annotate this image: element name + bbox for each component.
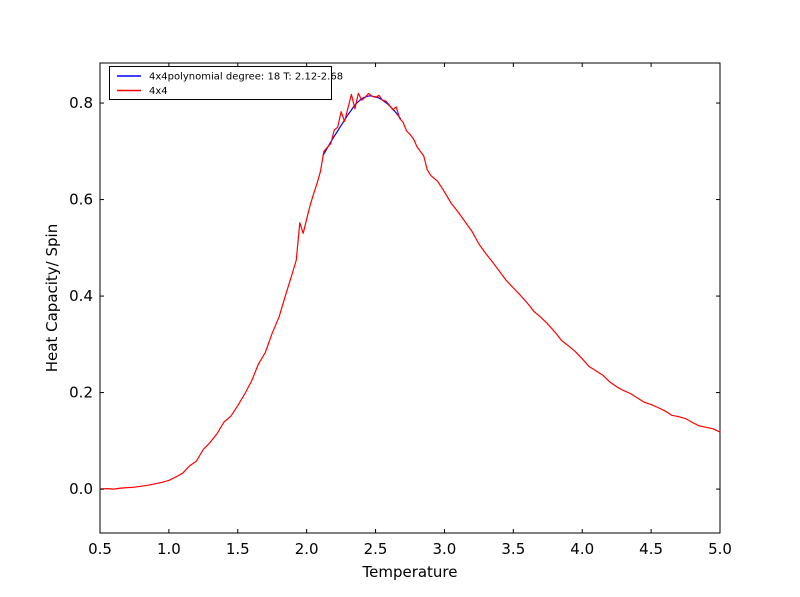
x-axis-label: Temperature — [361, 563, 457, 581]
plot-frame — [99, 62, 721, 534]
x-tick-label: 5.0 — [708, 540, 732, 558]
y-tick-label: 0.2 — [69, 384, 93, 402]
y-tick-label: 0.6 — [69, 191, 93, 209]
y-tick-label: 0.4 — [69, 287, 93, 305]
series-4x4-line — [99, 92, 721, 490]
legend: 4x4polynomial degree: 18 T: 2.12-2.68 4x… — [109, 66, 343, 100]
legend-box — [109, 66, 332, 100]
x-tick-label: 0.5 — [88, 540, 112, 558]
x-tick-label: 2.5 — [364, 540, 388, 558]
x-tick-label: 1.0 — [157, 540, 181, 558]
x-tick-label: 3.5 — [501, 540, 525, 558]
ticks-group: 0.5 1.0 1.5 2.0 2.5 3.0 3.5 4.0 4.5 5.0 0.0 0.2 0.4 0… — [69, 63, 732, 558]
x-tick-label: 4.5 — [639, 540, 663, 558]
legend-label-4x4: 4x4 — [149, 86, 168, 97]
series-polyfit-line — [322, 95, 401, 156]
x-tick-label: 4.0 — [570, 540, 594, 558]
y-axis-label: Heat Capacity/ Spin — [43, 224, 61, 372]
legend-label-polyfit: 4x4polynomial degree: 18 T: 2.12-2.68 — [149, 72, 343, 83]
x-tick-label: 1.5 — [226, 540, 250, 558]
x-tick-label: 2.0 — [295, 540, 319, 558]
y-tick-label: 0.8 — [69, 94, 93, 112]
y-tick-label: 0.0 — [69, 480, 93, 498]
x-tick-label: 3.0 — [433, 540, 457, 558]
series-group — [99, 92, 721, 490]
